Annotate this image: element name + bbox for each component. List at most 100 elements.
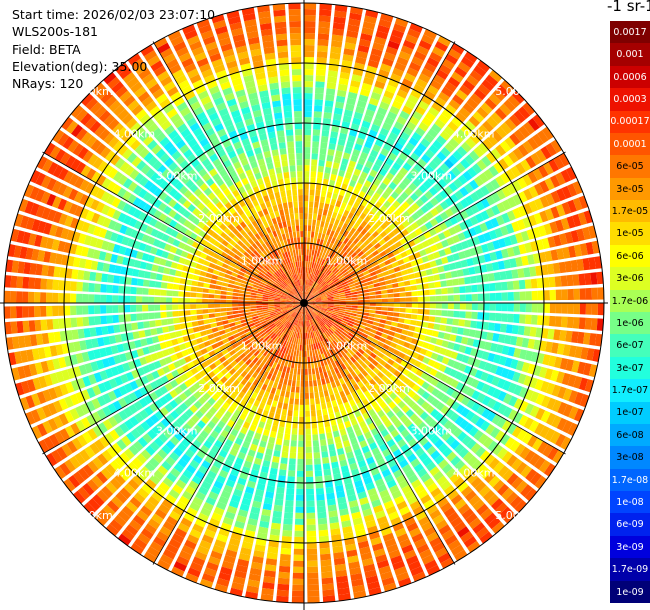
ppi-gate-cell	[309, 280, 313, 287]
ppi-gate-cell	[61, 343, 70, 355]
ppi-gate-cell	[78, 233, 87, 244]
ppi-gate-cell	[366, 174, 375, 183]
ppi-gate-cell	[553, 156, 565, 170]
ppi-gate-cell	[356, 100, 367, 109]
ppi-gate-cell	[256, 394, 263, 402]
ppi-gate-cell	[166, 283, 174, 290]
ppi-gate-cell	[383, 433, 393, 443]
ppi-gate-cell	[433, 74, 446, 85]
ppi-gate-cell	[110, 232, 119, 242]
ppi-gate-cell	[377, 153, 387, 162]
ppi-gate-cell	[322, 266, 327, 273]
ppi-gate-cell	[274, 300, 281, 302]
ppi-gate-cell	[384, 116, 395, 126]
ppi-gate-cell	[404, 187, 413, 196]
ppi-gate-cell	[372, 192, 381, 201]
ppi-gate-cell	[161, 444, 172, 455]
ppi-gate-cell	[246, 480, 256, 489]
ppi-gate-cell	[411, 403, 420, 412]
ppi-gate-cell	[363, 514, 375, 523]
ppi-gate-cell	[321, 282, 328, 288]
ppi-gate-cell	[308, 307, 313, 312]
ppi-gate-cell	[241, 386, 249, 394]
ppi-gate-cell	[446, 237, 455, 246]
ppi-gate-cell	[295, 494, 304, 501]
ppi-gate-cell	[304, 117, 312, 124]
ppi-gate-cell	[585, 287, 592, 300]
ppi-gate-cell	[289, 323, 294, 330]
ppi-gate-cell	[470, 93, 483, 105]
ppi-gate-cell	[472, 111, 485, 123]
ppi-gate-cell	[316, 315, 322, 320]
ppi-gate-cell	[20, 350, 29, 363]
ppi-gate-cell	[212, 402, 221, 411]
ppi-gate-cell	[471, 402, 481, 413]
ppi-gate-cell	[338, 274, 344, 280]
ppi-gate-cell	[547, 263, 555, 275]
ppi-gate-cell	[220, 490, 231, 500]
ppi-gate-cell	[419, 194, 429, 204]
ppi-gate-cell	[320, 272, 325, 279]
ppi-gate-cell	[196, 304, 203, 309]
ppi-gate-cell	[100, 305, 107, 314]
ppi-gate-cell	[483, 232, 492, 242]
ppi-gate-cell	[205, 496, 217, 506]
ppi-gate-cell	[249, 276, 256, 281]
ppi-gate-cell	[347, 457, 356, 465]
ppi-gate-cell	[521, 255, 529, 266]
ppi-gate-cell	[448, 423, 458, 434]
ppi-gate-cell	[293, 350, 297, 357]
ppi-gate-cell	[83, 270, 91, 281]
ppi-gate-cell	[210, 430, 219, 439]
ppi-gate-cell	[307, 267, 310, 274]
ppi-gate-cell	[208, 299, 215, 303]
ppi-gate-cell	[223, 484, 233, 494]
ppi-gate-cell	[369, 378, 377, 387]
ppi-gate-cell	[552, 262, 561, 274]
ppi-gate-cell	[367, 284, 375, 289]
ppi-gate-cell	[418, 436, 429, 447]
ppi-gate-cell	[277, 383, 283, 390]
ppi-gate-cell	[401, 219, 410, 228]
ppi-gate-cell	[393, 434, 403, 443]
ppi-gate-cell	[350, 273, 358, 278]
ppi-gate-cell	[89, 327, 97, 337]
ppi-gate-cell	[363, 306, 370, 310]
ppi-gate-cell	[485, 263, 494, 272]
ppi-gate-cell	[144, 523, 157, 535]
ppi-gate-cell	[304, 285, 306, 292]
ppi-gate-cell	[81, 246, 89, 257]
ppi-gate-cell	[250, 311, 257, 315]
ppi-gate-cell	[23, 335, 32, 348]
ppi-gate-cell	[517, 177, 528, 189]
ppi-gate-cell	[216, 501, 227, 511]
ppi-gate-cell	[320, 220, 325, 228]
ppi-gate-cell	[34, 319, 42, 332]
ppi-gate-cell	[365, 482, 375, 491]
ppi-gate-cell	[406, 157, 416, 167]
ppi-gate-cell	[242, 325, 250, 330]
ppi-gate-cell	[450, 516, 463, 528]
ppi-gate-cell	[151, 370, 160, 380]
ppi-gate-cell	[144, 500, 156, 512]
ppi-gate-cell	[333, 16, 346, 24]
ppi-gate-cell	[415, 510, 427, 521]
ppi-gate-cell	[374, 158, 384, 167]
ppi-gate-cell	[296, 374, 301, 381]
ppi-gate-cell	[334, 331, 340, 337]
ppi-gate-cell	[340, 514, 351, 522]
ppi-gate-cell	[268, 303, 274, 305]
ppi-gate-cell	[458, 251, 466, 260]
ppi-gate-cell	[592, 349, 601, 362]
ppi-gate-cell	[296, 320, 300, 327]
ppi-gate-cell	[253, 281, 260, 286]
ppi-gate-cell	[445, 468, 457, 479]
ppi-gate-cell	[304, 51, 315, 58]
ppi-gate-cell	[184, 539, 197, 550]
ppi-gate-cell	[304, 213, 308, 220]
ppi-gate-cell	[582, 226, 591, 240]
ppi-gate-cell	[268, 309, 275, 313]
ppi-gate-cell	[307, 292, 311, 299]
ppi-gate-cell	[386, 284, 393, 289]
ppi-gate-cell	[429, 536, 442, 548]
